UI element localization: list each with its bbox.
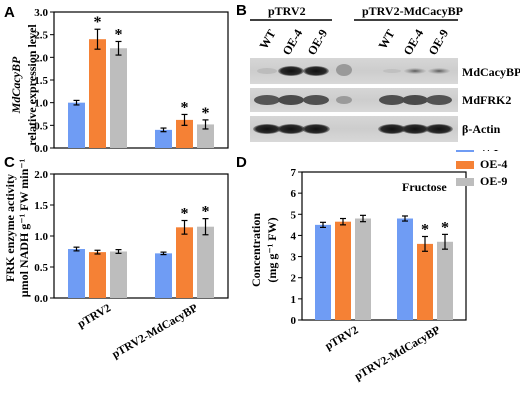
- bar-oe-9-1: [110, 48, 127, 149]
- blot-row-label-3: β-Actin: [462, 122, 501, 136]
- blot-row-mdcacybp: [250, 58, 458, 84]
- y-tick-label: 2.5: [34, 30, 48, 42]
- legend-swatch-oe4: [456, 161, 474, 169]
- bar-wt-1: [68, 102, 85, 148]
- significance-star: *: [421, 221, 429, 238]
- significance-star: *: [94, 14, 102, 31]
- legend-swatch-oe9: [456, 178, 474, 186]
- y-tick-label: 3.0: [34, 7, 48, 19]
- y-tick-label: 5: [291, 209, 297, 221]
- d-axes-frame: [301, 171, 467, 321]
- y-tick-label: 1.5: [34, 200, 48, 212]
- bar-oe-9-2: [437, 241, 453, 320]
- y-tick-label: 2: [291, 273, 297, 285]
- bar-oe-4-2: [176, 119, 193, 148]
- y-tick-label: 7: [291, 167, 297, 179]
- bar-wt-2: [155, 253, 172, 298]
- y-tick-label: 2.0: [34, 52, 48, 64]
- y-tick-label: 4: [291, 230, 297, 242]
- y-tick-label: 1.0: [34, 98, 48, 110]
- panel-d-plot: 0 1 2 3 4 5 6 7 pTRV2 * * pTRV2-MdCacyBP: [291, 167, 467, 383]
- significance-star: *: [115, 26, 123, 43]
- x-category-label: pTRV2: [76, 302, 113, 331]
- legend-label-oe9: OE-9: [480, 174, 507, 188]
- panel-d-chart: D Concentration (mg g⁻¹ FW) Fructose 0 1 2…: [236, 150, 507, 383]
- panel-d-ylabel-2: (mg g⁻¹ FW): [265, 217, 279, 282]
- y-tick-label: 1: [291, 294, 297, 306]
- y-tick-label: 0: [291, 315, 297, 327]
- y-tick-label: 1.0: [34, 231, 48, 243]
- blot-lane-left-1: WT: [256, 27, 278, 51]
- blot-lane-right-3: OE-9: [425, 27, 451, 58]
- y-tick-label: 0.0: [34, 293, 48, 305]
- blot-lane-right-1: WT: [375, 27, 397, 51]
- panel-c-ylabel-1: FRK enzyme activity: [3, 174, 17, 282]
- bar-oe-9-1: [110, 251, 127, 298]
- panel-a-plot: 0.0 0.5 1.0 1.5 2.0 2.5 3.0 * * * *: [34, 7, 229, 155]
- y-tick-label: 1.5: [34, 75, 48, 87]
- blot-row-label-1: MdCacyBP: [462, 65, 520, 79]
- blot-row-mdfrk2: [250, 88, 458, 112]
- bar-oe-4-1: [89, 39, 106, 149]
- y-tick-label: 6: [291, 188, 297, 200]
- panel-b-svg: B pTRV2 pTRV2-MdCacyBP WT OE-4 OE-9 WT O…: [236, 2, 520, 142]
- bar-wt-1: [315, 224, 331, 320]
- panel-a-label: A: [4, 4, 15, 21]
- bar-oe-4-1: [89, 252, 106, 298]
- panel-d-label: D: [236, 154, 247, 171]
- legend: WT OE-4 OE-9: [456, 150, 507, 188]
- blot-lane-right-2: OE-4: [400, 27, 426, 58]
- panel-b-blot: B pTRV2 pTRV2-MdCacyBP WT OE-4 OE-9 WT O…: [232, 0, 520, 170]
- y-tick-label: 0.0: [34, 143, 48, 155]
- legend-swatch-wt: [456, 150, 474, 152]
- x-category-label: pTRV2-MdCacyBP: [110, 302, 200, 361]
- x-category-label: pTRV2-MdCacyBP: [353, 324, 443, 383]
- blot-lane-left-3: OE-9: [304, 27, 330, 58]
- panel-d-ylabel-1: Concentration: [249, 213, 263, 287]
- bar-oe-4-2: [417, 243, 433, 320]
- bar-oe-9-1: [355, 218, 371, 320]
- blot-group-right: pTRV2-MdCacyBP: [362, 4, 463, 18]
- panel-a-chart: A MdCacyBP relative expression level 0.0…: [4, 4, 229, 155]
- blot-row-actin: [250, 116, 458, 142]
- y-tick-label: 0.5: [34, 262, 48, 274]
- panel-b-label: B: [236, 2, 247, 19]
- significance-star: *: [181, 99, 189, 116]
- panel-c-ylabel-2: μmol NADH g⁻¹ FW min⁻¹: [17, 158, 31, 297]
- panel-d-annotation: Fructose: [402, 180, 447, 194]
- panel-c-plot: 0.0 0.5 1.0 1.5 2.0 pTRV2 * * pTRV2-MdCacyBP: [34, 169, 229, 361]
- panel-a-ylabel: relative expression level: [25, 24, 39, 146]
- bar-oe-9-2: [197, 124, 214, 148]
- bar-wt-2: [397, 218, 413, 320]
- blot-group-left: pTRV2: [268, 4, 306, 18]
- y-tick-label: 3: [291, 252, 297, 264]
- bar-wt-2: [155, 129, 172, 148]
- blot-row-label-2: MdFRK2: [462, 93, 511, 107]
- blot-lane-left-2: OE-4: [279, 27, 305, 58]
- panel-a-ylabel-gene: MdCacyBP: [9, 56, 23, 114]
- x-category-label: pTRV2: [323, 324, 360, 353]
- y-tick-label: 0.5: [34, 120, 48, 132]
- bar-wt-1: [68, 249, 85, 298]
- significance-star: *: [181, 206, 189, 223]
- significance-star: *: [441, 219, 449, 236]
- bar-oe-4-2: [176, 227, 193, 298]
- bar-oe-9-2: [197, 226, 214, 298]
- significance-star: *: [202, 204, 210, 221]
- legend-label-oe4: OE-4: [480, 157, 507, 171]
- y-tick-label: 2.0: [34, 169, 48, 181]
- legend-label-wt: WT: [480, 150, 500, 154]
- bar-oe-4-1: [335, 221, 351, 320]
- panel-c-chart: C FRK enzyme activity μmol NADH g⁻¹ FW m…: [3, 154, 229, 361]
- significance-star: *: [202, 105, 210, 122]
- panel-c-label: C: [4, 154, 15, 171]
